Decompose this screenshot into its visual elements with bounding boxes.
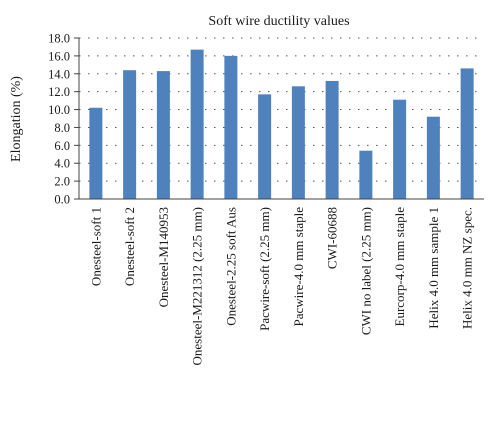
- y-tick-label: 0.0: [54, 193, 70, 207]
- y-tick-label: 12.0: [48, 85, 70, 99]
- bars: [89, 49, 474, 200]
- bar: [258, 94, 272, 199]
- bar: [123, 70, 137, 199]
- y-tick-label: 6.0: [54, 139, 70, 153]
- y-tick-label: 14.0: [48, 67, 70, 81]
- x-tick-label: Onesteel-2.25 soft Aus: [223, 207, 238, 326]
- bar: [224, 55, 238, 200]
- x-tick-label: Helix 4.0 mm sample 1: [426, 207, 441, 329]
- bar: [359, 150, 373, 199]
- x-tick-labels: Onesteel-soft 1 Onesteel-soft 2 Onesteel-M…: [88, 207, 474, 366]
- x-tick-label: Onesteel-M221312 (2.25 mm): [190, 207, 205, 366]
- x-tick-label: Helix 4.0 mm NZ spec.: [460, 207, 475, 329]
- y-tick-label: 10.0: [48, 103, 70, 117]
- x-tick-label: CWI-60688: [325, 207, 340, 269]
- y-axis-label: Elongation (%): [9, 76, 24, 162]
- bar: [393, 99, 407, 199]
- x-tick-label: Onesteel-M140953: [156, 207, 171, 307]
- chart-title: Soft wire ductility values: [208, 14, 349, 29]
- y-tick-label: 4.0: [54, 157, 70, 171]
- gridlines: [79, 37, 484, 182]
- bar: [426, 116, 440, 199]
- x-tick-label: CWI no label (2.25 mm): [358, 207, 373, 335]
- y-tick-label: 8.0: [54, 121, 70, 135]
- bar: [325, 80, 339, 199]
- bar: [460, 68, 474, 200]
- axes: [78, 38, 484, 200]
- x-tick-label: Onesteel-soft 1: [88, 207, 103, 286]
- x-tick-label: Eurcorp-4.0 mm staple: [392, 207, 407, 327]
- bar: [89, 107, 103, 199]
- x-tick-label: Onesteel-soft 2: [122, 207, 137, 286]
- x-tick-label: Pacwire-soft (2.25 mm): [257, 207, 272, 331]
- bar: [291, 86, 305, 199]
- bar: [190, 49, 204, 199]
- y-tick-label: 16.0: [48, 49, 70, 63]
- bar: [156, 71, 170, 199]
- y-tick-labels: 0.0 2.0 4.0 6.0 8.0 10.0 12.0 14.0 16.0 18.0: [48, 32, 79, 207]
- y-tick-label: 18.0: [48, 32, 70, 46]
- x-tick-label: Pacwire-4.0 mm staple: [291, 207, 306, 327]
- y-tick-label: 2.0: [54, 175, 70, 189]
